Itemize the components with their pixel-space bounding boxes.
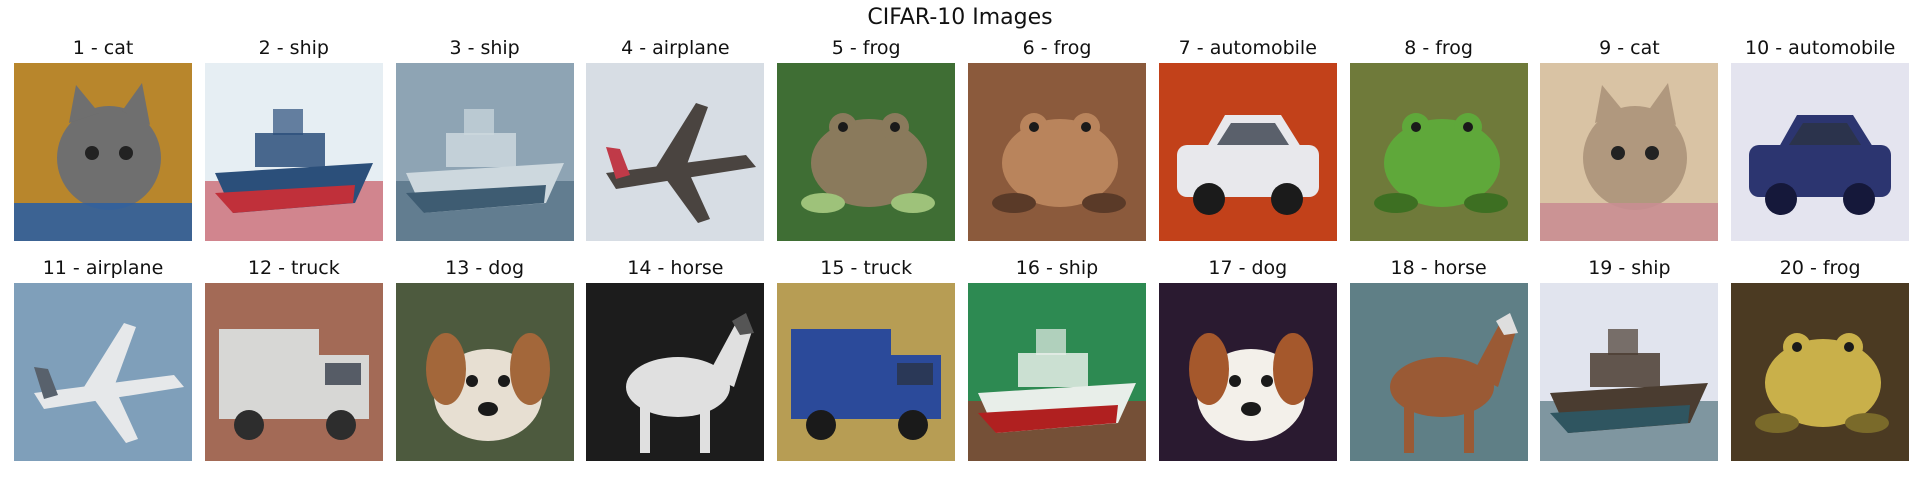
image-label: 5 - frog xyxy=(831,37,901,59)
truck-image xyxy=(204,283,383,461)
truck-image xyxy=(777,283,956,461)
airplane-image xyxy=(586,63,765,241)
image-tile: 16 - ship xyxy=(968,256,1146,461)
dog-image xyxy=(1158,283,1337,461)
image-label: 18 - horse xyxy=(1390,257,1487,279)
image-label: 7 - automobile xyxy=(1178,37,1317,59)
image-label: 16 - ship xyxy=(1015,257,1099,279)
image-tile: 14 - horse xyxy=(586,256,765,461)
horse-image xyxy=(1349,283,1528,461)
image-tile: 2 - ship xyxy=(204,36,383,241)
image-tile: 12 - truck xyxy=(204,256,383,461)
automobile-image xyxy=(1158,63,1337,241)
cat-image xyxy=(1540,63,1719,241)
image-label: 14 - horse xyxy=(627,257,724,279)
image-label: 4 - airplane xyxy=(621,37,730,59)
ship-image xyxy=(395,63,574,241)
ship-image xyxy=(968,283,1146,461)
image-label: 17 - dog xyxy=(1208,257,1288,279)
frog-image xyxy=(1349,63,1528,241)
image-label: 9 - cat xyxy=(1599,37,1660,59)
image-tile: 13 - dog xyxy=(395,256,574,461)
image-tile: 3 - ship xyxy=(395,36,574,241)
image-label: 10 - automobile xyxy=(1745,37,1896,59)
image-label: 12 - truck xyxy=(247,257,340,279)
ship-image xyxy=(204,63,383,241)
image-label: 15 - truck xyxy=(820,257,913,279)
image-tile: 6 - frog xyxy=(968,36,1146,241)
image-label: 13 - dog xyxy=(445,257,525,279)
frog-image xyxy=(777,63,956,241)
image-label: 1 - cat xyxy=(72,37,134,59)
image-tile: 5 - frog xyxy=(777,36,956,241)
image-tile: 20 - frog xyxy=(1731,256,1910,461)
image-tile: 18 - horse xyxy=(1349,256,1528,461)
dog-image xyxy=(395,283,574,461)
automobile-image xyxy=(1731,63,1910,241)
frog-image xyxy=(1731,283,1910,461)
cat-image xyxy=(14,63,192,241)
frog-image xyxy=(968,63,1146,241)
image-label: 3 - ship xyxy=(449,37,520,59)
horse-image xyxy=(586,283,765,461)
image-tile: 4 - airplane xyxy=(586,36,765,241)
image-label: 6 - frog xyxy=(1022,37,1092,59)
image-tile: 10 - automobile xyxy=(1731,36,1910,241)
airplane-image xyxy=(14,283,192,461)
image-label: 8 - frog xyxy=(1404,37,1473,59)
image-tile: 7 - automobile xyxy=(1158,36,1337,241)
image-tile: 15 - truck xyxy=(777,256,956,461)
image-tile: 8 - frog xyxy=(1349,36,1528,241)
image-tile: 1 - cat xyxy=(14,36,192,241)
ship-image xyxy=(1540,283,1719,461)
image-tile: 9 - cat xyxy=(1540,36,1719,241)
image-tile: 11 - airplane xyxy=(14,256,192,461)
image-tile: 17 - dog xyxy=(1158,256,1337,461)
image-label: 19 - ship xyxy=(1588,257,1671,279)
image-label: 11 - airplane xyxy=(42,257,164,279)
image-label: 2 - ship xyxy=(258,37,329,59)
image-tile: 19 - ship xyxy=(1540,256,1719,461)
image-label: 20 - frog xyxy=(1779,257,1861,279)
figure-title: CIFAR-10 Images xyxy=(867,5,1053,30)
